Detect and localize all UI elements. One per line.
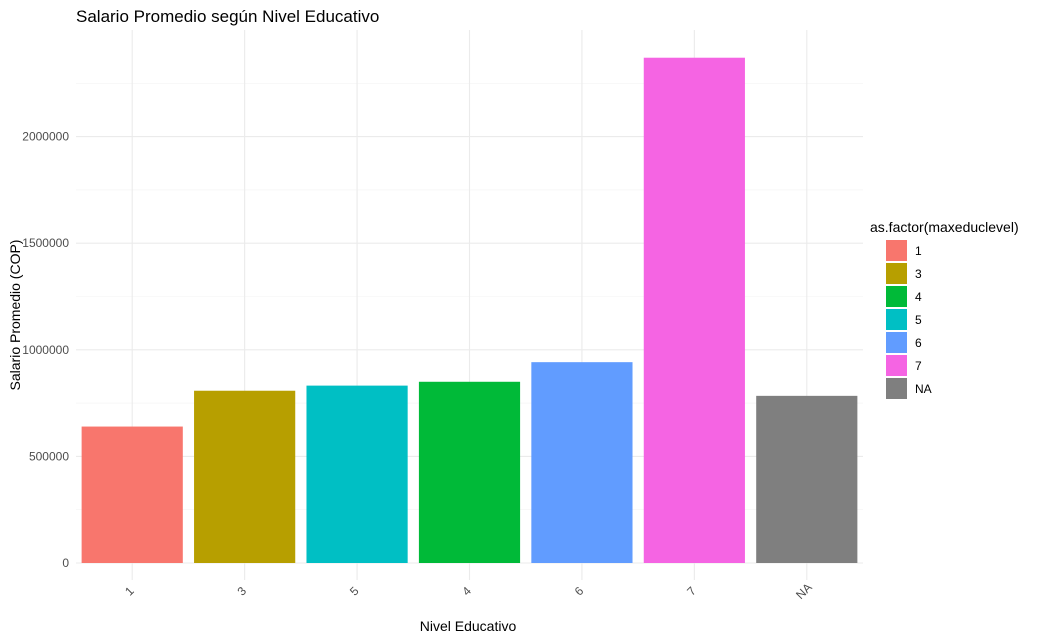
- y-tick-labels: 0 500000 1000000 1500000 2000000: [22, 130, 69, 570]
- x-tick-labels: 1 3 5 4 6 7 NA: [122, 580, 815, 602]
- bar-7: [643, 57, 745, 563]
- legend-label: 6: [915, 336, 922, 350]
- legend-label: 7: [915, 359, 922, 373]
- x-axis-title: Nivel Educativo: [420, 618, 517, 634]
- bar-3: [194, 390, 296, 563]
- legend: as.factor(maxeduclevel) 1 3 4 5 6 7 NA: [870, 219, 1019, 399]
- y-tick-label: 500000: [29, 449, 69, 463]
- legend-swatch: [886, 378, 907, 399]
- x-tick-label: 4: [459, 584, 474, 599]
- x-tick-label: 1: [122, 584, 137, 599]
- x-tick-label: 5: [347, 584, 362, 599]
- bar-5: [306, 385, 408, 563]
- x-tick-label: 3: [235, 584, 250, 599]
- legend-label: 3: [915, 267, 922, 281]
- y-tick-label: 1000000: [22, 343, 69, 357]
- x-tick-label: 7: [684, 584, 699, 599]
- legend-swatch: [886, 355, 907, 376]
- bar-6: [531, 362, 633, 563]
- legend-swatch: [886, 309, 907, 330]
- legend-label: NA: [915, 382, 932, 396]
- bar-na: [756, 395, 858, 563]
- legend-label: 1: [915, 244, 922, 258]
- bars: [81, 57, 858, 563]
- legend-swatch: [886, 332, 907, 353]
- legend-label: 5: [915, 313, 922, 327]
- legend-swatch: [886, 263, 907, 284]
- legend-label: 4: [915, 290, 922, 304]
- legend-swatch: [886, 240, 907, 261]
- y-tick-label: 2000000: [22, 130, 69, 144]
- legend-swatch: [886, 286, 907, 307]
- y-tick-label: 0: [62, 556, 69, 570]
- y-tick-label: 1500000: [22, 236, 69, 250]
- chart-title: Salario Promedio según Nivel Educativo: [76, 7, 379, 26]
- y-axis-title: Salario Promedio (COP): [7, 240, 23, 391]
- bar-1: [81, 426, 183, 563]
- x-tick-label: NA: [793, 580, 815, 602]
- x-tick-label: 6: [572, 584, 587, 599]
- bar-4: [418, 381, 521, 563]
- legend-title: as.factor(maxeduclevel): [870, 219, 1019, 235]
